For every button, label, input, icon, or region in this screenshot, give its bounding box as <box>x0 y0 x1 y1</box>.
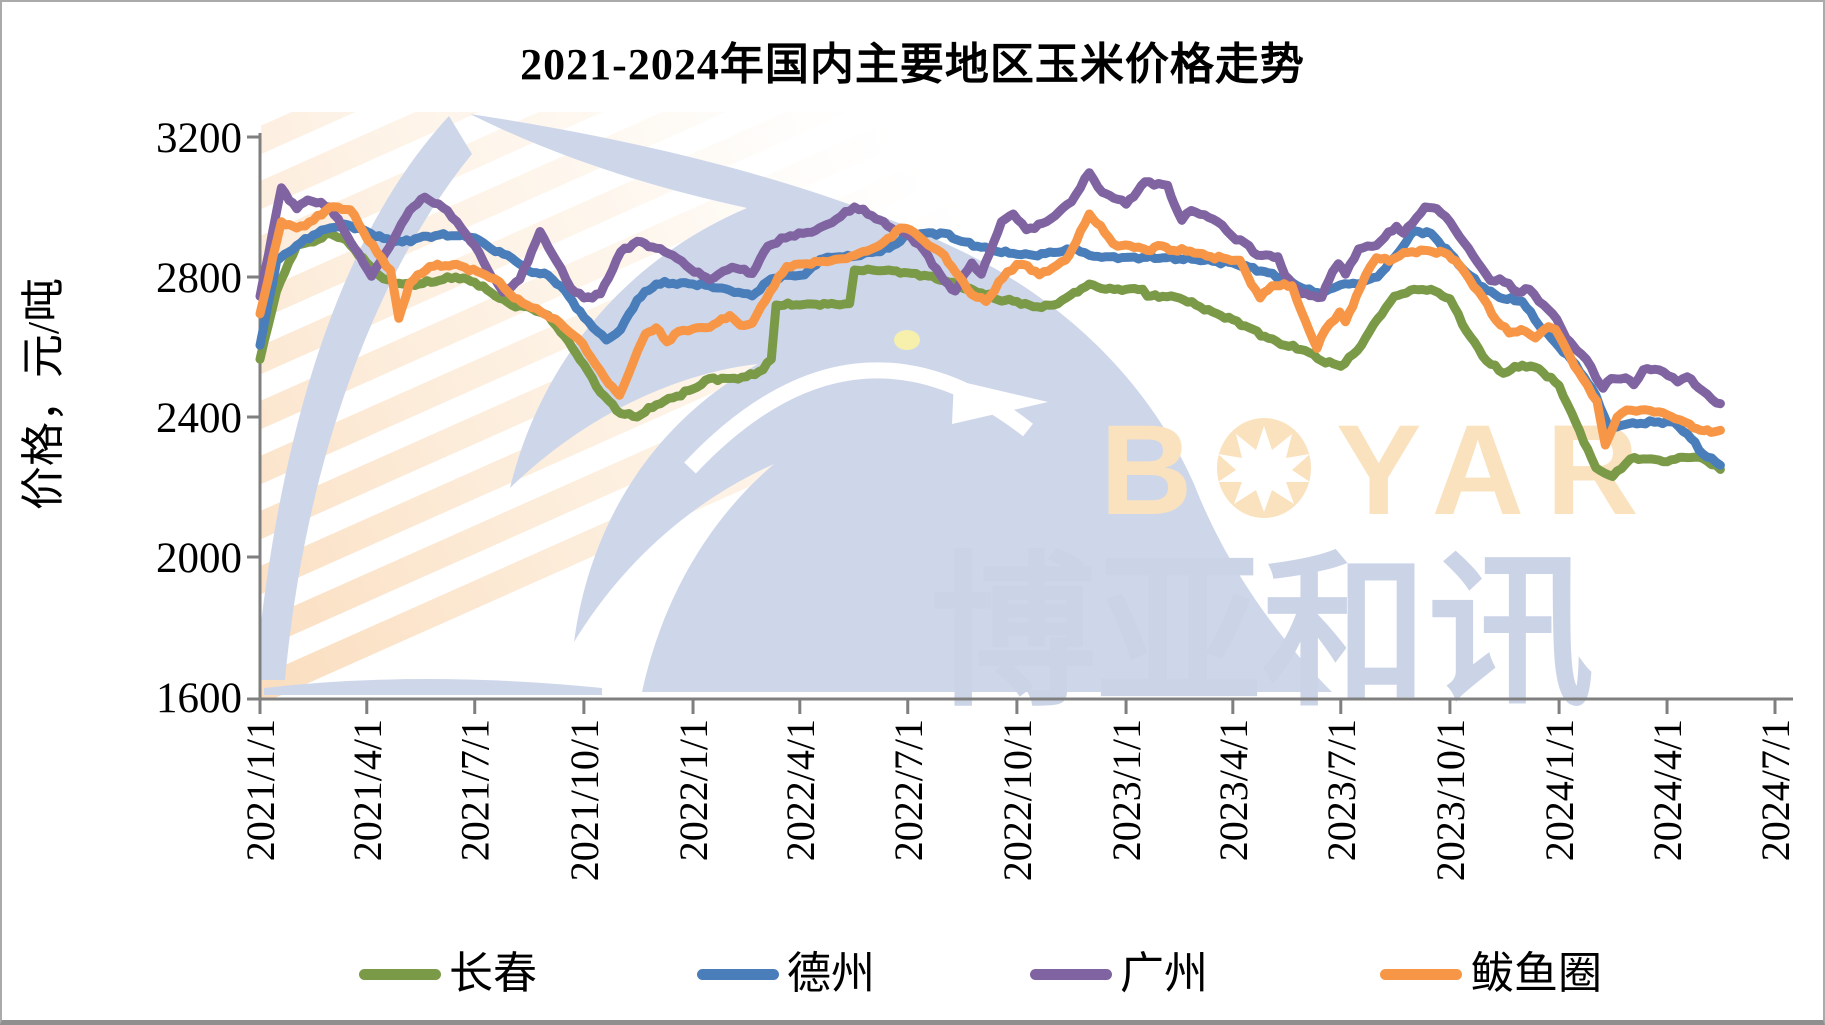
legend-swatch-dezhou <box>697 968 779 980</box>
y-axis-title: 价格，元/吨 <box>19 278 68 510</box>
x-tick-label: 2023/4/1 <box>1211 719 1256 861</box>
x-tick-label: 2021/10/1 <box>562 719 607 881</box>
x-tick-label: 2022/7/1 <box>886 719 931 861</box>
legend-swatch-guangzhou <box>1030 968 1112 980</box>
x-tick-label: 2023/7/1 <box>1319 719 1364 861</box>
legend-item-dezhou: 德州 <box>697 950 875 998</box>
series-line-bayuquan <box>255 202 1725 450</box>
watermark-brand-en: BOYAR <box>1100 399 1661 542</box>
y-axis-ticks: 3200 2800 2400 2000 1600 <box>156 115 261 722</box>
x-tick-label: 2023/10/1 <box>1428 719 1473 881</box>
y-tick-label: 3200 <box>156 115 242 162</box>
x-tick-label: 2024/1/1 <box>1537 719 1582 861</box>
y-tick-label: 1600 <box>156 675 242 722</box>
x-tick-label: 2024/4/1 <box>1645 719 1690 861</box>
bird-eye-icon <box>894 330 920 350</box>
legend-item-changchun: 长春 <box>359 950 537 998</box>
small-star-icon <box>1690 432 1738 476</box>
y-tick-label: 2800 <box>156 255 242 302</box>
legend-label-bayuquan: 鲅鱼圈 <box>1470 949 1602 998</box>
legend-label-guangzhou: 广州 <box>1120 949 1208 998</box>
chart-title: 2021-2024年国内主要地区玉米价格走势 <box>520 40 1305 89</box>
watermark-brand-cn: 博亚和讯 <box>930 541 1594 726</box>
x-tick-label: 2023/1/1 <box>1104 719 1149 861</box>
y-tick-label: 2000 <box>156 535 242 582</box>
x-tick-label: 2021/4/1 <box>345 719 390 861</box>
x-tick-label: 2021/7/1 <box>453 719 498 861</box>
y-tick-label: 2400 <box>156 395 242 442</box>
x-axis-ticks: 2021/1/1 2021/4/1 2021/7/1 2021/10/1 2022/1/… <box>238 699 1798 881</box>
series-lines <box>255 168 1725 481</box>
x-tick-label: 2024/7/1 <box>1753 719 1798 861</box>
x-tick-label: 2022/10/1 <box>995 719 1040 881</box>
legend-item-guangzhou: 广州 <box>1030 950 1208 998</box>
legend-item-bayuquan: 鲅鱼圈 <box>1380 950 1602 998</box>
legend-label-dezhou: 德州 <box>787 949 875 998</box>
x-tick-label: 2022/1/1 <box>671 719 716 861</box>
starburst-icon <box>1218 426 1310 512</box>
legend-swatch-changchun <box>359 968 441 980</box>
legend-swatch-bayuquan <box>1380 968 1462 980</box>
legend-label-changchun: 长春 <box>449 949 537 998</box>
x-tick-label: 2021/1/1 <box>238 719 283 861</box>
x-tick-label: 2022/4/1 <box>778 719 823 861</box>
